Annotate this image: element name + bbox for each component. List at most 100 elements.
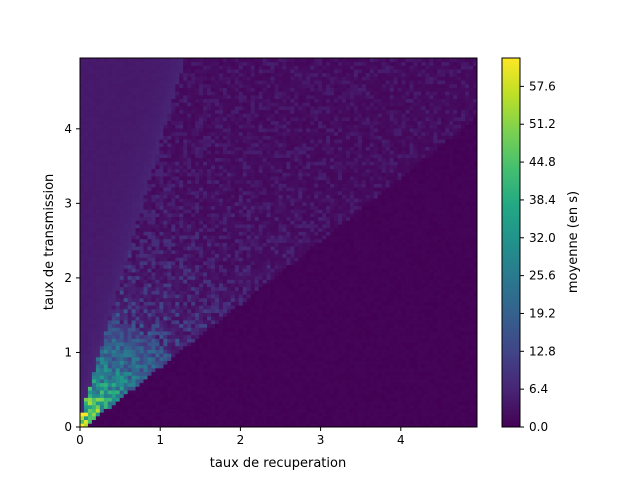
heatmap-cell (95, 161, 101, 166)
heatmap-cell (175, 375, 180, 380)
heatmap-cell (266, 83, 271, 88)
heatmap-cell (179, 201, 184, 206)
heatmap-cell (218, 165, 224, 170)
heatmap-cell (179, 198, 184, 203)
heatmap-cell (111, 253, 117, 258)
heatmap-cell (246, 360, 252, 365)
heatmap-cell (155, 327, 160, 332)
heatmap-cell (254, 331, 260, 336)
heatmap-cell (175, 201, 180, 206)
heatmap-cell (95, 349, 101, 354)
heatmap-cell (111, 386, 117, 391)
heatmap-cell (222, 319, 228, 325)
heatmap-cell (175, 205, 180, 210)
heatmap-cell (191, 124, 196, 129)
heatmap-cell (123, 205, 129, 210)
heatmap-cell (131, 297, 136, 302)
heatmap-cell (191, 168, 196, 173)
heatmap-cell (270, 205, 275, 210)
heatmap-cell (234, 102, 240, 107)
heatmap-cell (274, 224, 279, 229)
heatmap-cell (234, 209, 240, 214)
heatmap-cell (139, 113, 144, 118)
heatmap-cell (254, 297, 260, 302)
heatmap-cell (195, 264, 200, 269)
heatmap-cell (274, 308, 279, 314)
heatmap-cell (147, 94, 152, 99)
heatmap-cell (80, 371, 85, 376)
heatmap-cell (131, 316, 136, 321)
heatmap-cell (191, 117, 196, 122)
heatmap-cell (226, 283, 232, 288)
heatmap-cell (103, 379, 109, 384)
heatmap-cell (155, 190, 160, 195)
heatmap-cell (211, 301, 216, 306)
heatmap-cell (270, 260, 275, 266)
heatmap-cell (195, 331, 200, 336)
heatmap-cell (211, 371, 216, 376)
heatmap-cell (226, 183, 232, 188)
heatmap-cell (83, 153, 89, 159)
heatmap-cell (183, 131, 188, 136)
heatmap-cell (191, 238, 196, 243)
heatmap-cell (250, 260, 256, 266)
heatmap-cell (135, 408, 140, 413)
heatmap-cell (183, 161, 188, 166)
heatmap-cell (111, 334, 117, 339)
heatmap-cell (123, 375, 129, 380)
heatmap-cell (103, 308, 109, 314)
heatmap-cell (226, 331, 232, 336)
heatmap-cell (191, 331, 196, 336)
heatmap-cell (135, 308, 140, 314)
heatmap-cell (274, 331, 279, 336)
heatmap-cell (191, 194, 196, 199)
heatmap-cell (83, 305, 89, 310)
heatmap-cell (258, 102, 264, 107)
heatmap-cell (254, 367, 260, 373)
heatmap-cell (179, 157, 184, 162)
heatmap-cell (135, 393, 140, 398)
heatmap-cell (155, 91, 160, 96)
heatmap-cell (91, 227, 97, 232)
heatmap-cell (238, 371, 244, 376)
heatmap-cell (226, 260, 232, 266)
heatmap-cell (87, 393, 93, 398)
heatmap-cell (123, 209, 129, 214)
heatmap-cell (187, 105, 192, 111)
heatmap-cell (270, 179, 275, 184)
heatmap-cell (214, 72, 220, 77)
heatmap-cell (203, 364, 208, 369)
heatmap-cell (222, 153, 228, 159)
heatmap-cell (171, 331, 176, 336)
heatmap-cell (207, 161, 212, 166)
heatmap-cell (262, 401, 267, 406)
heatmap-cell (226, 379, 232, 384)
heatmap-cell (246, 109, 252, 114)
heatmap-cell (179, 209, 184, 214)
heatmap-cell (262, 172, 267, 177)
heatmap-cell (159, 194, 164, 199)
heatmap-cell (262, 102, 267, 107)
heatmap-cell (254, 260, 260, 266)
heatmap-cell (214, 401, 220, 406)
heatmap-cell (123, 323, 129, 328)
heatmap-cell (262, 150, 267, 155)
heatmap-cell (250, 297, 256, 302)
heatmap-cell (131, 342, 136, 347)
heatmap-cell (183, 227, 188, 232)
heatmap-cell (127, 371, 133, 376)
heatmap-cell (115, 231, 121, 236)
heatmap-cell (171, 415, 176, 421)
heatmap-cell (95, 150, 101, 155)
heatmap-cell (195, 102, 200, 107)
heatmap-cell (179, 235, 184, 240)
heatmap-cell (147, 235, 152, 240)
heatmap-cell (95, 201, 101, 206)
heatmap-cell (187, 268, 192, 273)
heatmap-cell (111, 312, 117, 317)
heatmap-cell (195, 172, 200, 177)
heatmap-cell (187, 408, 192, 413)
heatmap-cell (175, 238, 180, 243)
heatmap-cell (274, 423, 279, 427)
heatmap-cell (242, 212, 248, 218)
